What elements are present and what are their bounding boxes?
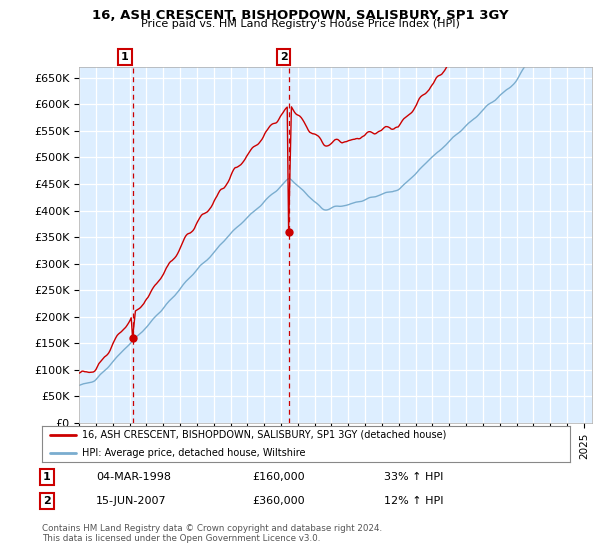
Text: 12% ↑ HPI: 12% ↑ HPI bbox=[384, 496, 443, 506]
Text: 1: 1 bbox=[43, 472, 50, 482]
Text: 2: 2 bbox=[43, 496, 50, 506]
Text: £160,000: £160,000 bbox=[252, 472, 305, 482]
Text: Price paid vs. HM Land Registry's House Price Index (HPI): Price paid vs. HM Land Registry's House … bbox=[140, 19, 460, 29]
Text: 04-MAR-1998: 04-MAR-1998 bbox=[96, 472, 171, 482]
Text: HPI: Average price, detached house, Wiltshire: HPI: Average price, detached house, Wilt… bbox=[82, 448, 305, 458]
Text: Contains HM Land Registry data © Crown copyright and database right 2024.
This d: Contains HM Land Registry data © Crown c… bbox=[42, 524, 382, 543]
Text: 16, ASH CRESCENT, BISHOPDOWN, SALISBURY, SP1 3GY: 16, ASH CRESCENT, BISHOPDOWN, SALISBURY,… bbox=[92, 9, 508, 22]
Text: 15-JUN-2007: 15-JUN-2007 bbox=[96, 496, 167, 506]
Text: £360,000: £360,000 bbox=[252, 496, 305, 506]
Text: 33% ↑ HPI: 33% ↑ HPI bbox=[384, 472, 443, 482]
Text: 16, ASH CRESCENT, BISHOPDOWN, SALISBURY, SP1 3GY (detached house): 16, ASH CRESCENT, BISHOPDOWN, SALISBURY,… bbox=[82, 430, 446, 440]
Text: 2: 2 bbox=[280, 52, 287, 62]
Text: 1: 1 bbox=[121, 52, 129, 62]
